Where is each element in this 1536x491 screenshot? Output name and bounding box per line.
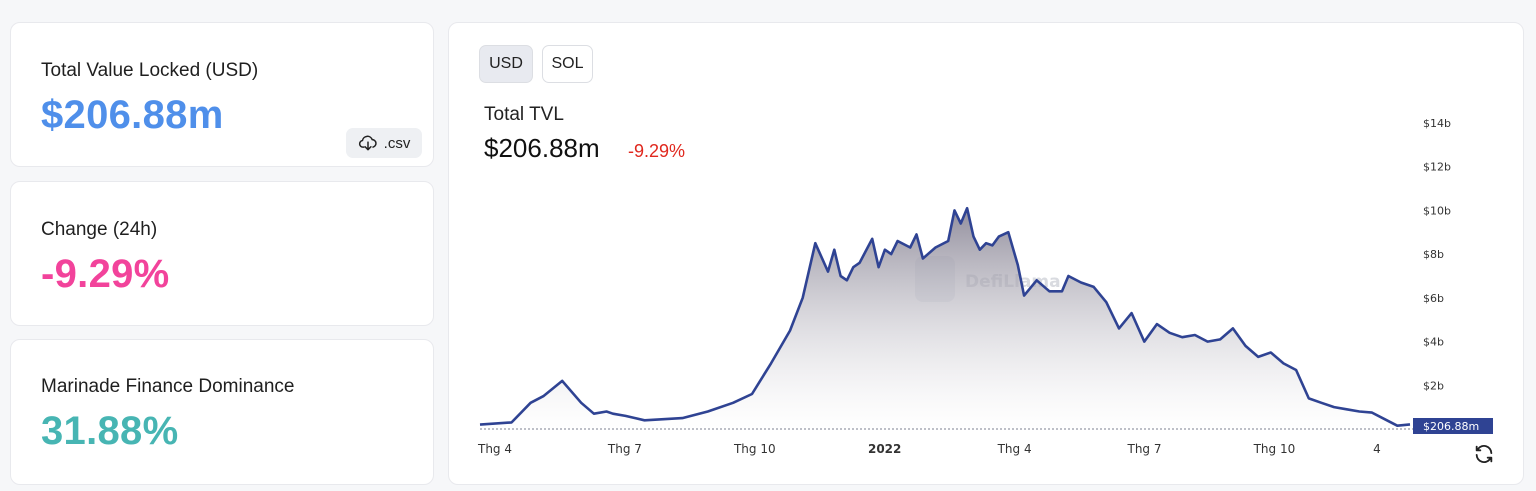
cloud-download-icon <box>358 135 377 151</box>
csv-label: .csv <box>383 134 411 152</box>
dominance-label: Marinade Finance Dominance <box>41 376 295 397</box>
download-csv-button[interactable]: .csv <box>346 128 422 158</box>
tvl-area <box>480 208 1410 429</box>
y-tick-label: $8b <box>1423 248 1444 261</box>
x-tick-label: Thg 4 <box>477 442 512 456</box>
x-tick-label: Thg 10 <box>1253 442 1296 456</box>
tvl-chart[interactable]: DefiLlama $2b$4b$6b$8b$10b$12b$14b Thg 4… <box>449 23 1525 486</box>
y-tick-label: $6b <box>1423 292 1444 305</box>
dominance-stat-card: Marinade Finance Dominance 31.88% <box>10 339 434 485</box>
y-tick-label: $2b <box>1423 379 1444 392</box>
x-tick-label: 2022 <box>868 442 901 456</box>
tvl-label: Total Value Locked (USD) <box>41 60 259 81</box>
change-stat-card: Change (24h) -9.29% <box>10 181 434 326</box>
token-sol-button[interactable]: SOL <box>542 45 593 83</box>
y-tick-label: $14b <box>1423 117 1451 130</box>
token-usd-button[interactable]: USD <box>479 45 533 83</box>
tvl-line <box>479 206 1411 427</box>
change-label: Change (24h) <box>41 219 158 240</box>
y-tick-label: $10b <box>1423 204 1451 217</box>
refresh-icon[interactable] <box>1473 443 1495 465</box>
x-tick-label: Thg 10 <box>733 442 776 456</box>
tvl-stat-card: Total Value Locked (USD) $206.88m .csv <box>10 22 434 167</box>
current-value-tag <box>1413 418 1493 434</box>
x-tick-label: Thg 7 <box>1126 442 1161 456</box>
dominance-value: 31.88% <box>41 409 179 453</box>
current-value-marker: $206.88m <box>1413 418 1493 434</box>
chart-title: Total TVL <box>484 104 564 125</box>
change-value: -9.29% <box>41 252 170 296</box>
tvl-value: $206.88m <box>41 93 224 137</box>
x-tick-label: Thg 4 <box>997 442 1032 456</box>
current-value-label: $206.88m <box>1423 420 1479 433</box>
x-tick-label: 4 <box>1373 442 1381 456</box>
y-tick-label: $12b <box>1423 161 1451 174</box>
x-tick-label: Thg 7 <box>607 442 642 456</box>
chart-change-value: -9.29% <box>628 141 686 161</box>
chart-card: USD SOL Total TVL $206.88m -9.29% DefiLl… <box>448 22 1524 485</box>
y-tick-label: $4b <box>1423 336 1444 349</box>
chart-total-value: $206.88m <box>484 133 600 163</box>
